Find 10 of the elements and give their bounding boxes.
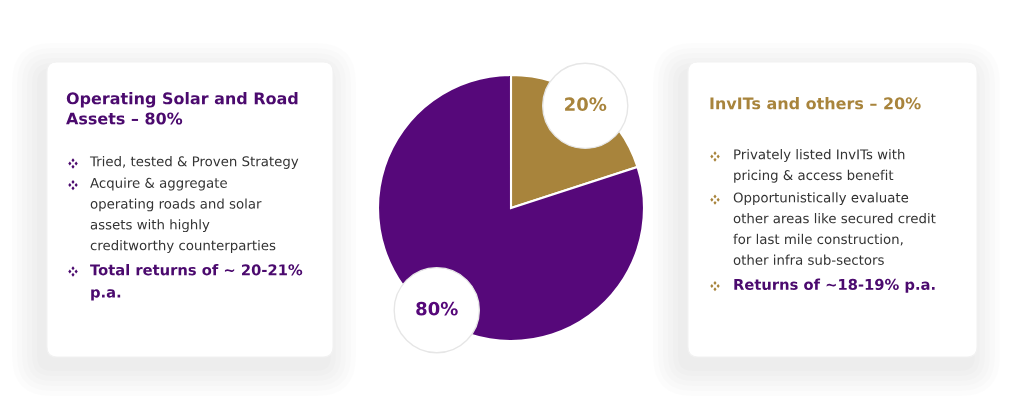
text: Total returns of ~ 20-21% p.a.: [90, 264, 303, 301]
text: Opportunistically evaluate other areas like secured credit for last mile construction, other infra sub-sectors: [733, 192, 936, 265]
text: Acquire & aggregate operating roads and solar assets with highly creditworthy counterparties: [90, 177, 276, 253]
text: Operating Solar and Road Assets – 80%: [66, 92, 298, 125]
text: Privately listed InvITs with pricing & access benefit: [734, 149, 905, 183]
data-label: 20%: [565, 97, 607, 112]
text: Returns of ~18-19% p.a.: [734, 278, 935, 293]
text: Tried, tested & Proven Strategy: [89, 156, 299, 169]
text: InvITs and others – 20%: [710, 97, 921, 110]
data-label: 80%: [416, 301, 458, 316]
